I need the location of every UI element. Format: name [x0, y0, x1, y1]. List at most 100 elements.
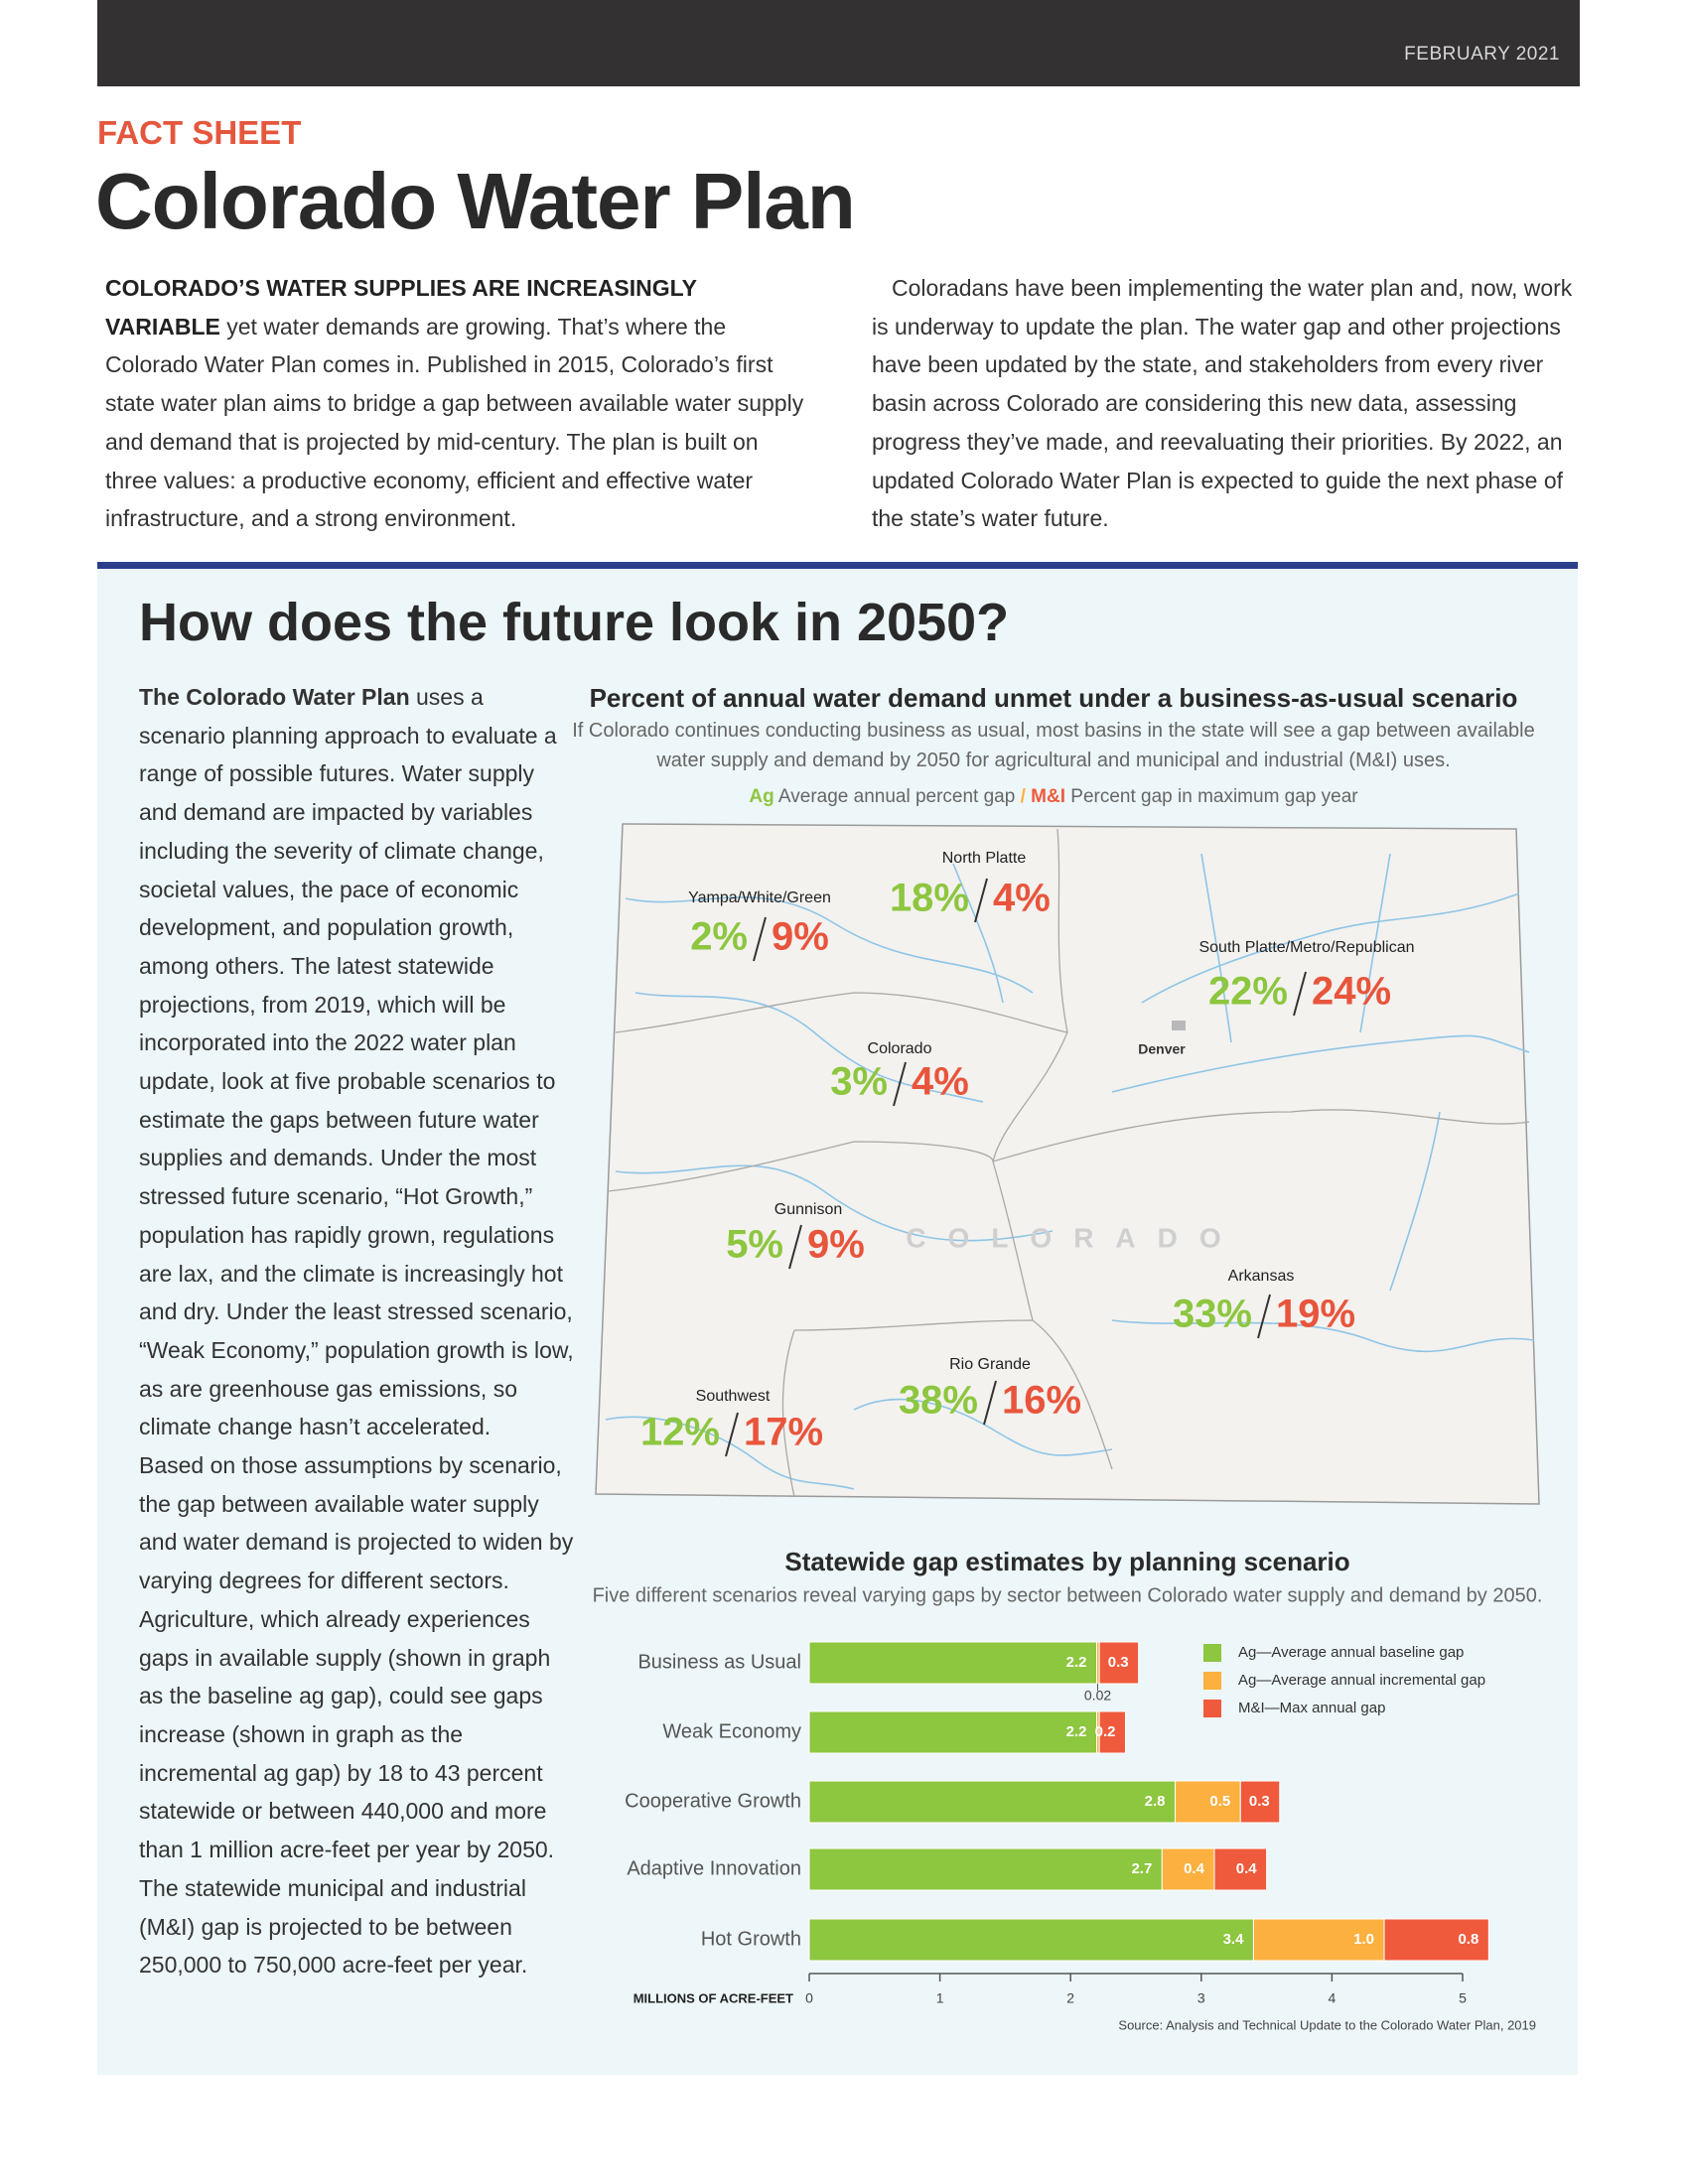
chart-subtitle: Five different scenarios reveal varying …	[593, 1584, 1543, 1606]
bar-segment	[1213, 1847, 1268, 1891]
basin-mi-gap: 16%	[1002, 1379, 1081, 1423]
basin-ag-gap: 33%	[1173, 1293, 1252, 1336]
paragraph: The Colorado Water Plan uses a scenario …	[139, 678, 576, 1446]
basin-name: Gunnison	[774, 1201, 843, 1218]
basin-separator	[983, 1380, 997, 1426]
title: Colorado Water Plan	[95, 157, 856, 245]
header-bar	[97, 0, 1580, 86]
bar-segment	[808, 1847, 1163, 1891]
x-tick-label: 2	[1066, 1990, 1074, 2006]
section-body: The Colorado Water Plan uses a scenario …	[139, 678, 576, 1984]
map	[595, 823, 1540, 1505]
value-label: 3.4	[1223, 1931, 1245, 1948]
basin-mi-gap: 4%	[912, 1060, 969, 1104]
value-label: 0.4	[1236, 1860, 1258, 1877]
legend-separator: /	[1020, 786, 1026, 807]
legend-mi: M&I	[1031, 786, 1065, 807]
header-date: FEBRUARY 2021	[1404, 44, 1560, 65]
bar-segment	[808, 1710, 1098, 1754]
basin-separator	[1257, 1294, 1271, 1339]
x-axis-label: MILLIONS OF ACRE-FEET	[633, 1990, 793, 2005]
legend-label: Ag—Average annual baseline gap	[1238, 1644, 1464, 1661]
x-tick-label: 5	[1459, 1990, 1467, 2006]
value-label: 0.5	[1209, 1793, 1230, 1810]
basin-name: Rio Grande	[949, 1356, 1031, 1373]
x-tick-label: 3	[1197, 1990, 1205, 2006]
section-heading: How does the future look in 2050?	[139, 593, 1010, 652]
bar-segment	[1252, 1918, 1385, 1962]
kicker: FACT SHEET	[97, 114, 302, 151]
basin-ag-gap: 22%	[1208, 970, 1288, 1014]
value-label: 2.7	[1131, 1860, 1152, 1877]
map-title: Percent of annual water demand unmet und…	[589, 683, 1518, 713]
x-tick-label: 0	[805, 1990, 813, 2006]
value-label: 0.8	[1458, 1931, 1478, 1948]
legend-label: M&I—Max annual gap	[1238, 1700, 1385, 1716]
legend-swatch	[1203, 1700, 1221, 1717]
legend-mi-text: Percent gap in maximum gap year	[1070, 786, 1358, 807]
basin-name: Yampa/White/Green	[688, 889, 831, 906]
value-label: 2.2	[1066, 1654, 1087, 1671]
category-label: Hot Growth	[701, 1928, 801, 1950]
basin-ag-gap: 5%	[726, 1223, 783, 1267]
bar-segment	[808, 1918, 1254, 1962]
category-label: Cooperative Growth	[625, 1790, 801, 1812]
value-label: 0.2	[1095, 1723, 1116, 1740]
legend-swatch	[1203, 1672, 1221, 1690]
basin-ag-gap: 12%	[640, 1411, 720, 1454]
map-subtitle-line: If Colorado continues conducting busines…	[572, 720, 1535, 742]
basin-ag-gap: 2%	[690, 915, 748, 959]
category-label: Weak Economy	[662, 1720, 801, 1742]
bar-segment	[808, 1641, 1098, 1685]
map-subtitle: If Colorado continues conducting busines…	[556, 716, 1551, 775]
category-label: Adaptive Innovation	[627, 1857, 801, 1879]
bar-segment	[1098, 1641, 1140, 1685]
basin-ag-gap: 38%	[899, 1379, 978, 1423]
legend-label: Ag—Average annual incremental gap	[1238, 1672, 1485, 1689]
basin-ag-gap: 3%	[830, 1060, 888, 1104]
basin-separator	[893, 1061, 907, 1107]
basin-mi-gap: 9%	[772, 915, 829, 959]
basin-mi-gap: 24%	[1312, 970, 1391, 1014]
state-label: COLORADO	[906, 1222, 1242, 1253]
value-label: 0.4	[1184, 1860, 1205, 1877]
map-subtitle-line: water supply and demand by 2050 for agri…	[656, 750, 1451, 771]
basin-separator	[753, 916, 767, 962]
basin-separator	[788, 1224, 802, 1270]
intro-right: Coloradans have been implementing the wa…	[872, 275, 1573, 532]
basin-mi-gap: 4%	[993, 877, 1051, 920]
basin-separator	[1293, 971, 1307, 1017]
bar-segment	[808, 1780, 1176, 1824]
basin-mi-gap: 9%	[807, 1223, 865, 1267]
body-text: uses a scenario planning approach to eva…	[139, 684, 574, 1440]
city-label: Denver	[1138, 1041, 1186, 1057]
body-lead: The Colorado Water Plan	[139, 684, 410, 710]
value-label: 2.8	[1145, 1793, 1166, 1810]
paragraph: Based on those assumptions by scenario, …	[139, 1452, 574, 1979]
denver-area	[1172, 1021, 1186, 1030]
category-label: Business as Usual	[637, 1651, 801, 1673]
legend-ag-text: Average annual percent gap	[777, 786, 1016, 807]
map-legend: Ag Average annual percent gap / M&I Perc…	[556, 786, 1551, 808]
basin-separator	[725, 1412, 739, 1457]
state-outline	[595, 823, 1540, 1505]
basin-name: Colorado	[868, 1040, 932, 1057]
x-tick-label: 4	[1329, 1990, 1336, 2006]
basin-name: Arkansas	[1228, 1268, 1295, 1285]
basin-separator	[974, 878, 988, 923]
bar-segment	[1383, 1918, 1489, 1962]
bar-segment	[1174, 1780, 1241, 1824]
intro-lead: COLORADO’S WATER SUPPLIES ARE INCREASING…	[105, 275, 697, 340]
legend-ag: Ag	[749, 786, 774, 807]
value-label: 0.3	[1108, 1654, 1129, 1671]
section-rule	[97, 562, 1578, 569]
value-label: 2.2	[1066, 1723, 1087, 1740]
value-label: 0.3	[1249, 1793, 1270, 1810]
bar-segment	[1161, 1847, 1215, 1891]
chart-source: Source: Analysis and Technical Update to…	[1118, 2017, 1536, 2032]
intro-text: yet water demands are growing. That’s wh…	[105, 313, 804, 532]
basin-mi-gap: 17%	[744, 1411, 823, 1454]
basin-ag-gap: 18%	[890, 877, 969, 920]
